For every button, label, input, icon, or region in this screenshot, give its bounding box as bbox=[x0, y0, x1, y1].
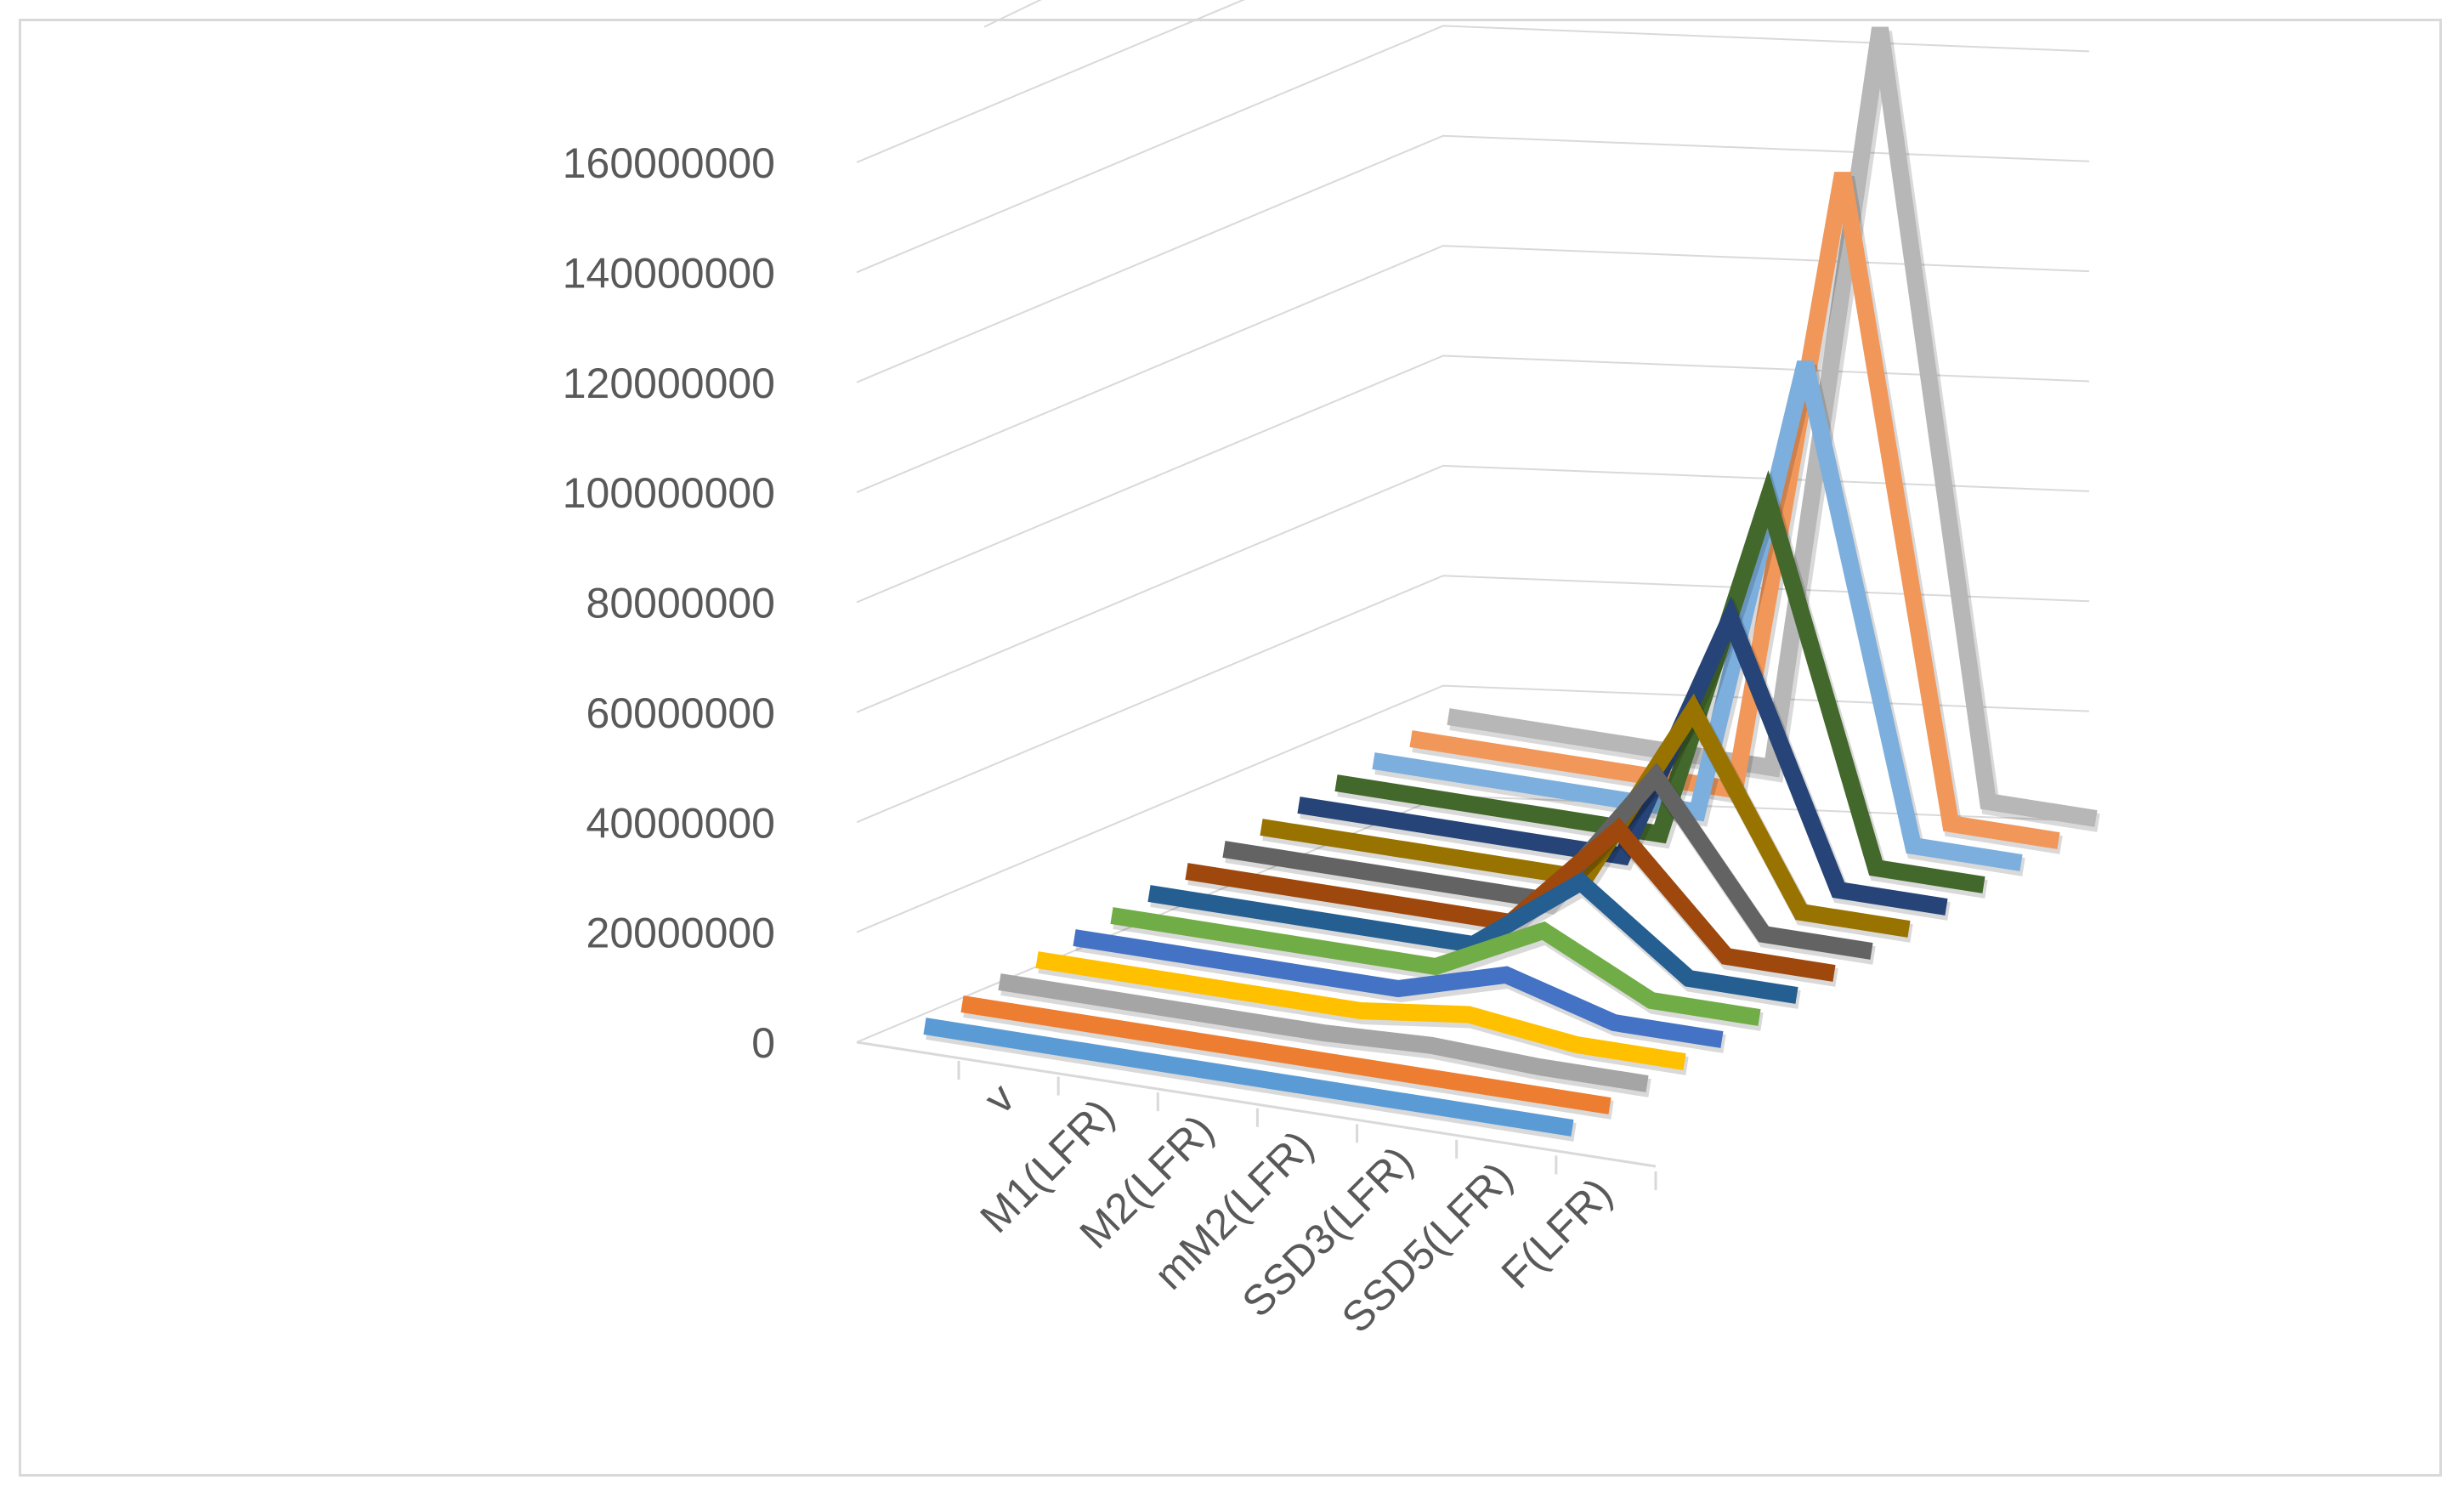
series-ribbon bbox=[1409, 172, 2063, 854]
series-ribbon bbox=[998, 973, 1651, 1097]
series-ribbon bbox=[1110, 907, 1764, 1031]
chart-frame bbox=[19, 19, 2442, 1477]
series-line bbox=[960, 995, 1612, 1114]
series-line bbox=[1334, 469, 1985, 893]
series-ribbon bbox=[1447, 26, 2100, 832]
y-axis-ticks: 0 20000000 40000000 60000000 80000000 1000000… bbox=[563, 139, 775, 1067]
series-line bbox=[1372, 360, 2023, 871]
gridline bbox=[856, 464, 2090, 713]
series-ribbon bbox=[1297, 596, 1951, 921]
gridline bbox=[856, 575, 2090, 824]
y-tick-label: 20000000 bbox=[586, 910, 775, 957]
y-tick-label: 80000000 bbox=[586, 580, 775, 627]
gridline bbox=[856, 0, 1246, 163]
x-tick-label: v bbox=[975, 1074, 1023, 1122]
series-line bbox=[1447, 26, 2098, 827]
y-tick-label: 140000000 bbox=[563, 249, 775, 297]
series-ribbon bbox=[960, 995, 1614, 1120]
y-tick-label: 120000000 bbox=[563, 360, 775, 407]
series-ribbon bbox=[1372, 360, 2025, 876]
series-ribbons bbox=[923, 26, 2100, 1142]
y-tick-label: 60000000 bbox=[586, 689, 775, 737]
y-tick-label: 100000000 bbox=[563, 469, 775, 517]
series-ribbon bbox=[1334, 469, 1988, 899]
gridline bbox=[983, 0, 1042, 28]
x-axis bbox=[856, 1041, 1657, 1190]
y-tick-label: 160000000 bbox=[563, 139, 775, 187]
series-ribbon bbox=[923, 1018, 1577, 1142]
series-line bbox=[1297, 596, 1948, 916]
series-line bbox=[1073, 929, 1724, 1048]
series-ribbon bbox=[1073, 929, 1726, 1053]
gridline bbox=[856, 245, 2090, 494]
series-line bbox=[1147, 871, 1798, 1004]
x-axis-line bbox=[856, 1041, 1657, 1168]
series-line bbox=[1035, 951, 1686, 1070]
series-line bbox=[998, 973, 1649, 1092]
gridline bbox=[856, 134, 2090, 383]
series-ribbon bbox=[1035, 951, 1689, 1075]
series-line bbox=[923, 1018, 1574, 1137]
series-line bbox=[1409, 172, 2060, 849]
series-line bbox=[1110, 907, 1761, 1026]
y-tick-label: 0 bbox=[751, 1019, 775, 1067]
y-tick-label: 40000000 bbox=[586, 799, 775, 847]
